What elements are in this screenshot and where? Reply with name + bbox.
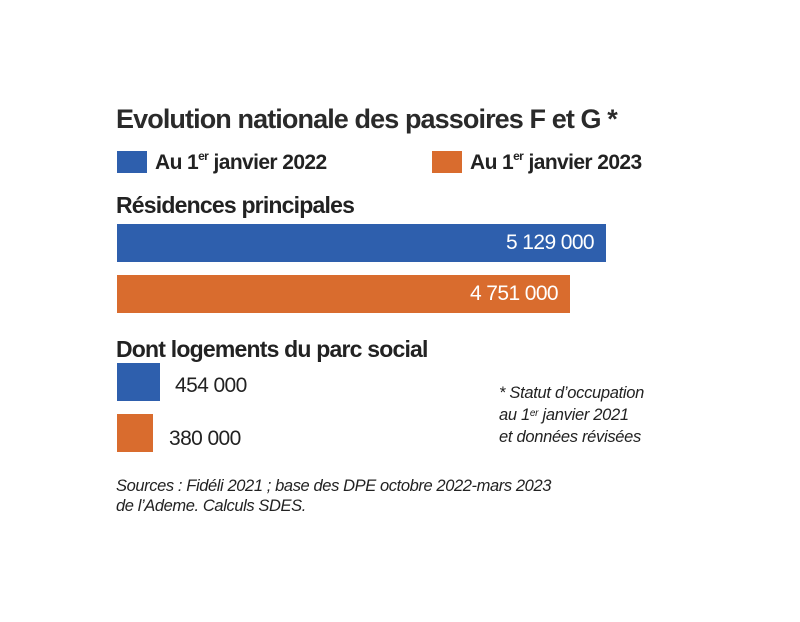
legend-label-2023-prefix: Au 1 — [470, 151, 514, 174]
footnote-line2-prefix: au 1 — [499, 406, 530, 424]
footnote-line2-suffix: janvier 2021 — [538, 406, 630, 424]
sources-line1: Sources : Fidéli 2021 ; base des DPE oct… — [116, 477, 551, 495]
bar-value-parc-social-2022: 454 000 — [175, 374, 247, 397]
footnote-line3: et données révisées — [499, 428, 641, 446]
bar-parc-social-2022 — [117, 363, 160, 401]
legend-label-2023: Au 1er janvier 2023 — [470, 149, 643, 175]
bar-parc-social-2023 — [117, 414, 153, 452]
legend-swatch-2022 — [117, 151, 147, 173]
bar-residences-2023 — [117, 275, 570, 313]
bar-value-parc-social-2023: 380 000 — [169, 427, 241, 450]
footnote: * Statut d’occupation au 1er janvier 202… — [499, 382, 644, 448]
legend-label-2022-prefix: Au 1 — [155, 151, 199, 174]
legend-label-2023-sup: er — [513, 149, 524, 163]
sources-line2: de l’Ademe. Calculs SDES. — [116, 497, 306, 515]
sources: Sources : Fidéli 2021 ; base des DPE oct… — [116, 476, 636, 516]
footnote-line2-sup: er — [529, 408, 539, 419]
chart-title: Evolution nationale des passoires F et G… — [116, 104, 618, 134]
legend-label-2023-suffix: janvier 2023 — [523, 151, 643, 174]
legend-swatch-2023 — [432, 151, 462, 173]
footnote-line1: * Statut d’occupation — [499, 384, 645, 402]
group-label-parc-social: Dont logements du parc social — [116, 336, 428, 362]
legend-label-2022-sup: er — [198, 149, 209, 163]
group-label-residences: Résidences principales — [116, 192, 355, 218]
legend-label-2022-suffix: janvier 2022 — [208, 151, 328, 174]
bar-residences-2022 — [117, 224, 606, 262]
footnote-line2: au 1er janvier 2021 — [499, 404, 644, 426]
bar-value-residences-2023: 4 751 000 — [469, 282, 559, 305]
legend-label-2022: Au 1er janvier 2022 — [155, 149, 328, 175]
bar-value-residences-2022: 5 129 000 — [505, 231, 595, 254]
